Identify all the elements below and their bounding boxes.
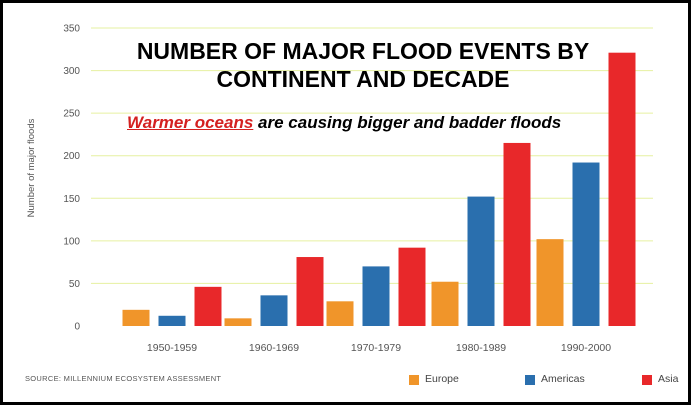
legend-swatch-americas [525, 375, 535, 385]
y-tick-label: 250 [63, 109, 80, 120]
bar-asia-1970-1979 [398, 247, 426, 326]
y-axis-ticks: 0 50 100 150 200 250 300 350 [63, 24, 80, 333]
bar-europe-1970-1979 [326, 301, 354, 326]
bar-asia-1990-2000 [608, 52, 636, 326]
y-tick-label: 300 [63, 66, 80, 77]
x-tick-label: 1980-1989 [456, 342, 506, 354]
bar-asia-1960-1969 [296, 257, 324, 326]
y-axis-label: Number of major floods [26, 118, 37, 217]
bar-europe-1980-1989 [431, 281, 459, 326]
bar-americas-1960-1969 [260, 295, 288, 326]
y-tick-label: 350 [63, 24, 80, 35]
grid-lines [91, 27, 653, 284]
subtitle-text: are causing bigger and badder floods [253, 113, 562, 132]
legend-label-asia: Asia [658, 373, 679, 385]
bar-asia-1980-1989 [503, 142, 531, 326]
y-tick-label: 50 [69, 279, 81, 290]
bar-chart: 0 50 100 150 200 250 300 350 Number of major fl… [26, 24, 653, 354]
bar-europe-1950-1959 [122, 309, 150, 326]
bar-americas-1970-1979 [362, 266, 390, 326]
legend-label-americas: Americas [541, 373, 585, 385]
x-tick-label: 1960-1969 [249, 342, 299, 354]
legend-swatch-europe [409, 375, 419, 385]
y-tick-label: 150 [63, 194, 80, 205]
x-tick-label: 1950-1959 [147, 342, 197, 354]
y-tick-label: 200 [63, 151, 80, 162]
y-tick-label: 100 [63, 236, 80, 247]
legend-swatch-asia [642, 375, 652, 385]
bars [122, 52, 636, 326]
legend-label-europe: Europe [425, 373, 459, 385]
bar-asia-1950-1959 [194, 286, 222, 326]
chart-subtitle: Warmer oceans are causing bigger and bad… [127, 113, 561, 133]
x-tick-label: 1970-1979 [351, 342, 401, 354]
subtitle-highlight: Warmer oceans [127, 113, 254, 132]
bar-europe-1990-2000 [536, 239, 564, 326]
chart-title-line-1: NUMBER OF MAJOR FLOOD EVENTS BY [136, 38, 590, 64]
chart-title-line-2: CONTINENT AND DECADE [216, 66, 510, 92]
y-tick-label: 0 [74, 322, 80, 333]
source-note: SOURCE: MILLENNIUM ECOSYSTEM ASSESSMENT [25, 374, 222, 383]
bar-americas-1980-1989 [467, 196, 495, 326]
bar-europe-1960-1969 [224, 318, 252, 326]
x-axis-categories: 1950-1959 1960-1969 1970-1979 1980-1989 1990… [147, 342, 611, 354]
x-tick-label: 1990-2000 [561, 342, 611, 354]
bar-americas-1950-1959 [158, 315, 186, 326]
bar-americas-1990-2000 [572, 162, 600, 326]
